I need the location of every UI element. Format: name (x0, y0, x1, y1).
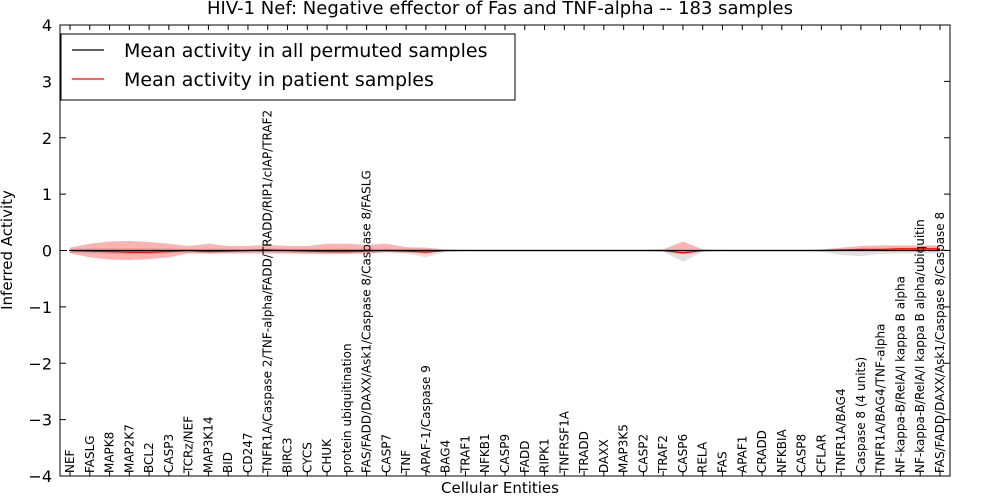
x-tick-label-birc3: BIRC3 (281, 437, 295, 473)
x-tick-label-casp2: CASP2 (636, 434, 650, 473)
lines-layer (69, 248, 940, 254)
x-tick-label-bcl2: BCL2 (142, 442, 156, 473)
x-tick-label-casp7: CASP7 (379, 434, 393, 473)
x-tick-label-fas-fadd-daxx-ask1-caspase-8-caspase-8: FAS/FADD/DAXX/Ask1/Caspase 8/Caspase 8 (933, 212, 947, 473)
x-tick-label-tnfrsf1a: TNFRSF1A (557, 410, 571, 474)
x-tick-label-cflar: CFLAR (814, 434, 828, 473)
x-tick-label-cycs: CYCS (300, 442, 314, 473)
x-tick-label-fadd: FADD (518, 441, 532, 474)
x-tick-label-tnfr1a-caspase-2-tnf-alpha-fadd-tradd-rip1-ciap-traf2: TNFR1A/Caspase 2/TNF-alpha/FADD/TRADD/RI… (261, 110, 275, 474)
x-tick-label-bag4: BAG4 (439, 440, 453, 473)
x-tick-label-nf-kappa-b-rela-i-kappa-b-alpha-ubiquitin: NF-kappa-B/RelA/I kappa B alpha/ubiquiti… (913, 219, 927, 473)
legend-label-permuted: Mean activity in all permuted samples (124, 40, 487, 62)
x-tick-label-tnf: TNF (399, 450, 413, 474)
x-tick-label-protein-ubiquitination: protein ubiquitination (340, 343, 354, 473)
x-tick-label-map3k14: MAP3K14 (201, 416, 215, 473)
x-tick-label-casp9: CASP9 (498, 434, 512, 473)
x-tick-label-fas-fadd-daxx-ask1-caspase-8-caspase-8-faslg: FAS/FADD/DAXX/Ask1/Caspase 8/Caspase 8/F… (360, 170, 374, 473)
y-tick-label: −1 (28, 298, 52, 317)
x-tick-label-nf-kappa-b-rela-i-kappa-b-alpha: NF-kappa-B/RelA/I kappa B alpha (893, 276, 907, 473)
x-tick-label-chuk: CHUK (320, 438, 334, 473)
x-tick-label-apaf-1-caspase-9: APAF-1/Caspase 9 (419, 365, 433, 473)
y-tick-label: −4 (28, 467, 52, 486)
x-tick-label-rela: RELA (696, 441, 710, 473)
y-axis-label: Inferred Activity (0, 190, 16, 310)
y-tick-label: 0 (42, 242, 52, 261)
x-tick-label-casp3: CASP3 (162, 434, 176, 473)
x-tick-label-fas: FAS (716, 451, 730, 473)
permuted-band (70, 248, 940, 262)
x-tick-label-nfkb1: NFKB1 (478, 433, 492, 473)
x-tick-label-apaf1: APAF1 (735, 436, 749, 473)
x-tick-label-cd247: CD247 (241, 432, 255, 473)
x-axis: NEF FASLG MAPK8 MAP2K7 BCL2 CASP3 TCRz/NEF MAP3… (63, 25, 947, 476)
x-tick-label-daxx: DAXX (597, 439, 611, 473)
x-tick-label-tnfr1a-bag4-tnf-alpha: TNFR1A/BAG4/TNF-alpha (874, 324, 888, 474)
x-tick-label-tnfr1a-bag4: TNFR1A/BAG4 (834, 388, 848, 474)
legend: Mean activity in all permuted samples Me… (60, 33, 516, 101)
x-tick-label-faslg: FASLG (83, 435, 97, 473)
legend-label-patient: Mean activity in patient samples (124, 69, 434, 91)
chart-title: HIV-1 Nef: Negative effector of Fas and … (207, 0, 793, 19)
y-tick-label: 3 (42, 72, 52, 91)
x-axis-label: Cellular Entities (441, 479, 559, 497)
x-tick-label-bid: BID (221, 452, 235, 473)
x-tick-label-cradd: CRADD (755, 430, 769, 473)
x-tick-label-mapk8: MAPK8 (103, 432, 117, 473)
x-tick-label-map2k7: MAP2K7 (122, 424, 136, 473)
x-tick-label-tcrz-nef: TCRz/NEF (182, 416, 196, 474)
y-tick-label: −3 (28, 411, 52, 430)
y-tick-label: 2 (42, 129, 52, 148)
x-tick-label-nef: NEF (63, 449, 77, 473)
y-tick-label: −2 (28, 354, 52, 373)
x-tick-label-casp6: CASP6 (676, 434, 690, 473)
x-tick-label-nfkbia: NFKBIA (775, 428, 789, 473)
y-tick-label: 4 (42, 16, 52, 35)
x-tick-label-traf2: TRAF2 (656, 435, 670, 474)
legend-box (60, 33, 516, 101)
x-tick-label-caspase-8-4-units: Caspase 8 (4 units) (854, 357, 868, 473)
x-tick-label-ripk1: RIPK1 (538, 438, 552, 473)
y-tick-label: 1 (42, 185, 52, 204)
x-tick-label-map3k5: MAP3K5 (617, 424, 631, 473)
x-tick-label-tradd: TRADD (577, 431, 591, 474)
y-axis: −4 −3 −2 −1 0 1 2 3 4 (28, 16, 950, 486)
x-tick-label-traf1: TRAF1 (458, 435, 472, 474)
x-tick-label-casp8: CASP8 (795, 434, 809, 473)
